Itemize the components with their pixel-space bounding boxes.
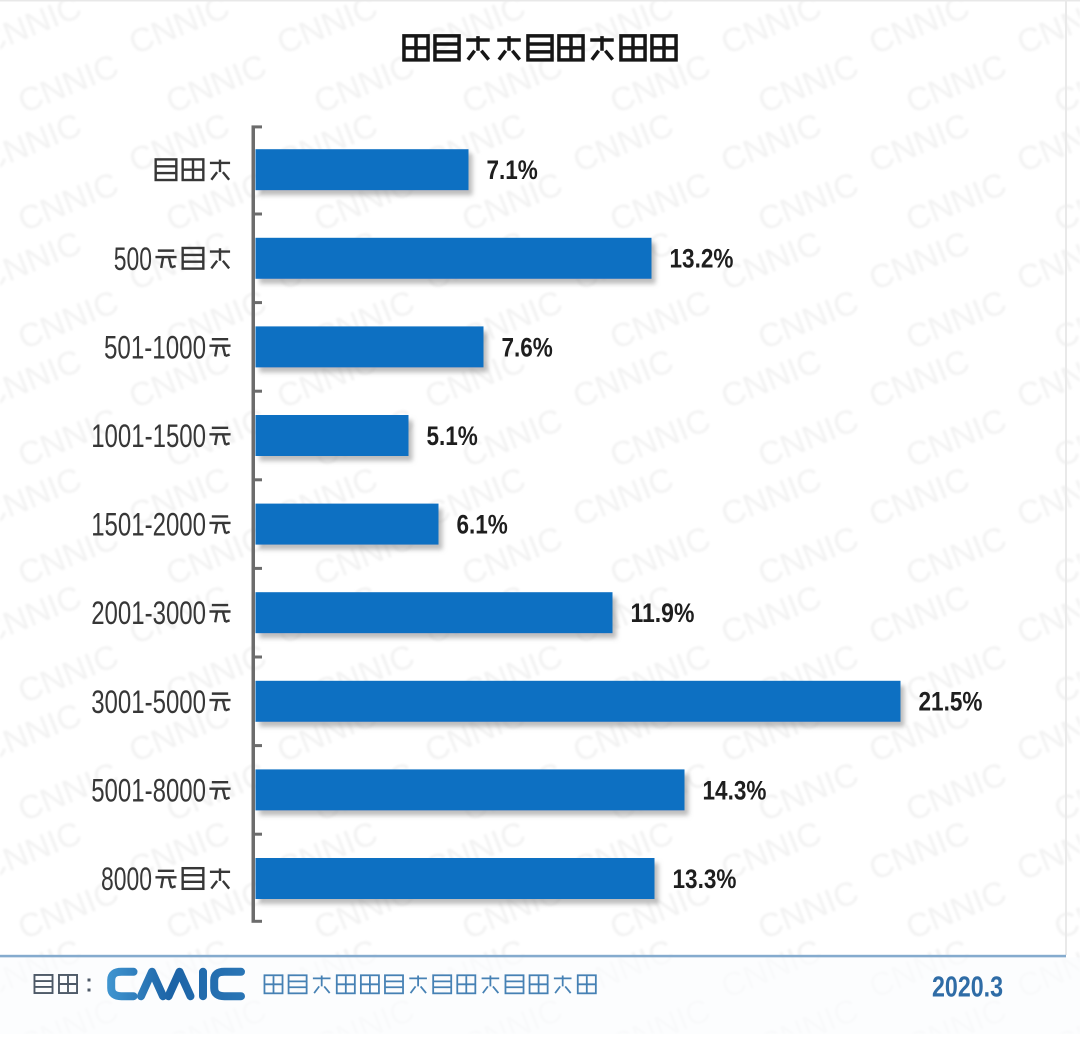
- svg-text:13.3%: 13.3%: [673, 864, 737, 894]
- svg-text:1501-2000: 1501-2000: [91, 507, 206, 543]
- svg-text:5001-8000: 5001-8000: [91, 772, 206, 808]
- svg-text:2020.3: 2020.3: [932, 972, 1003, 1004]
- svg-text:8000: 8000: [101, 861, 152, 897]
- svg-text:500: 500: [114, 241, 152, 277]
- svg-text:3001-5000: 3001-5000: [91, 684, 206, 720]
- svg-text:501-1000: 501-1000: [104, 329, 206, 365]
- svg-text:2001-3000: 2001-3000: [91, 595, 206, 631]
- svg-text:21.5%: 21.5%: [919, 687, 983, 717]
- svg-text:7.1%: 7.1%: [487, 155, 538, 185]
- svg-text:11.9%: 11.9%: [631, 598, 695, 628]
- svg-text:13.2%: 13.2%: [670, 244, 734, 274]
- svg-text:7.6%: 7.6%: [502, 332, 553, 362]
- svg-text:6.1%: 6.1%: [457, 510, 508, 540]
- svg-text:5.1%: 5.1%: [427, 421, 478, 451]
- svg-text:14.3%: 14.3%: [703, 775, 767, 805]
- svg-text:1001-1500: 1001-1500: [91, 418, 206, 454]
